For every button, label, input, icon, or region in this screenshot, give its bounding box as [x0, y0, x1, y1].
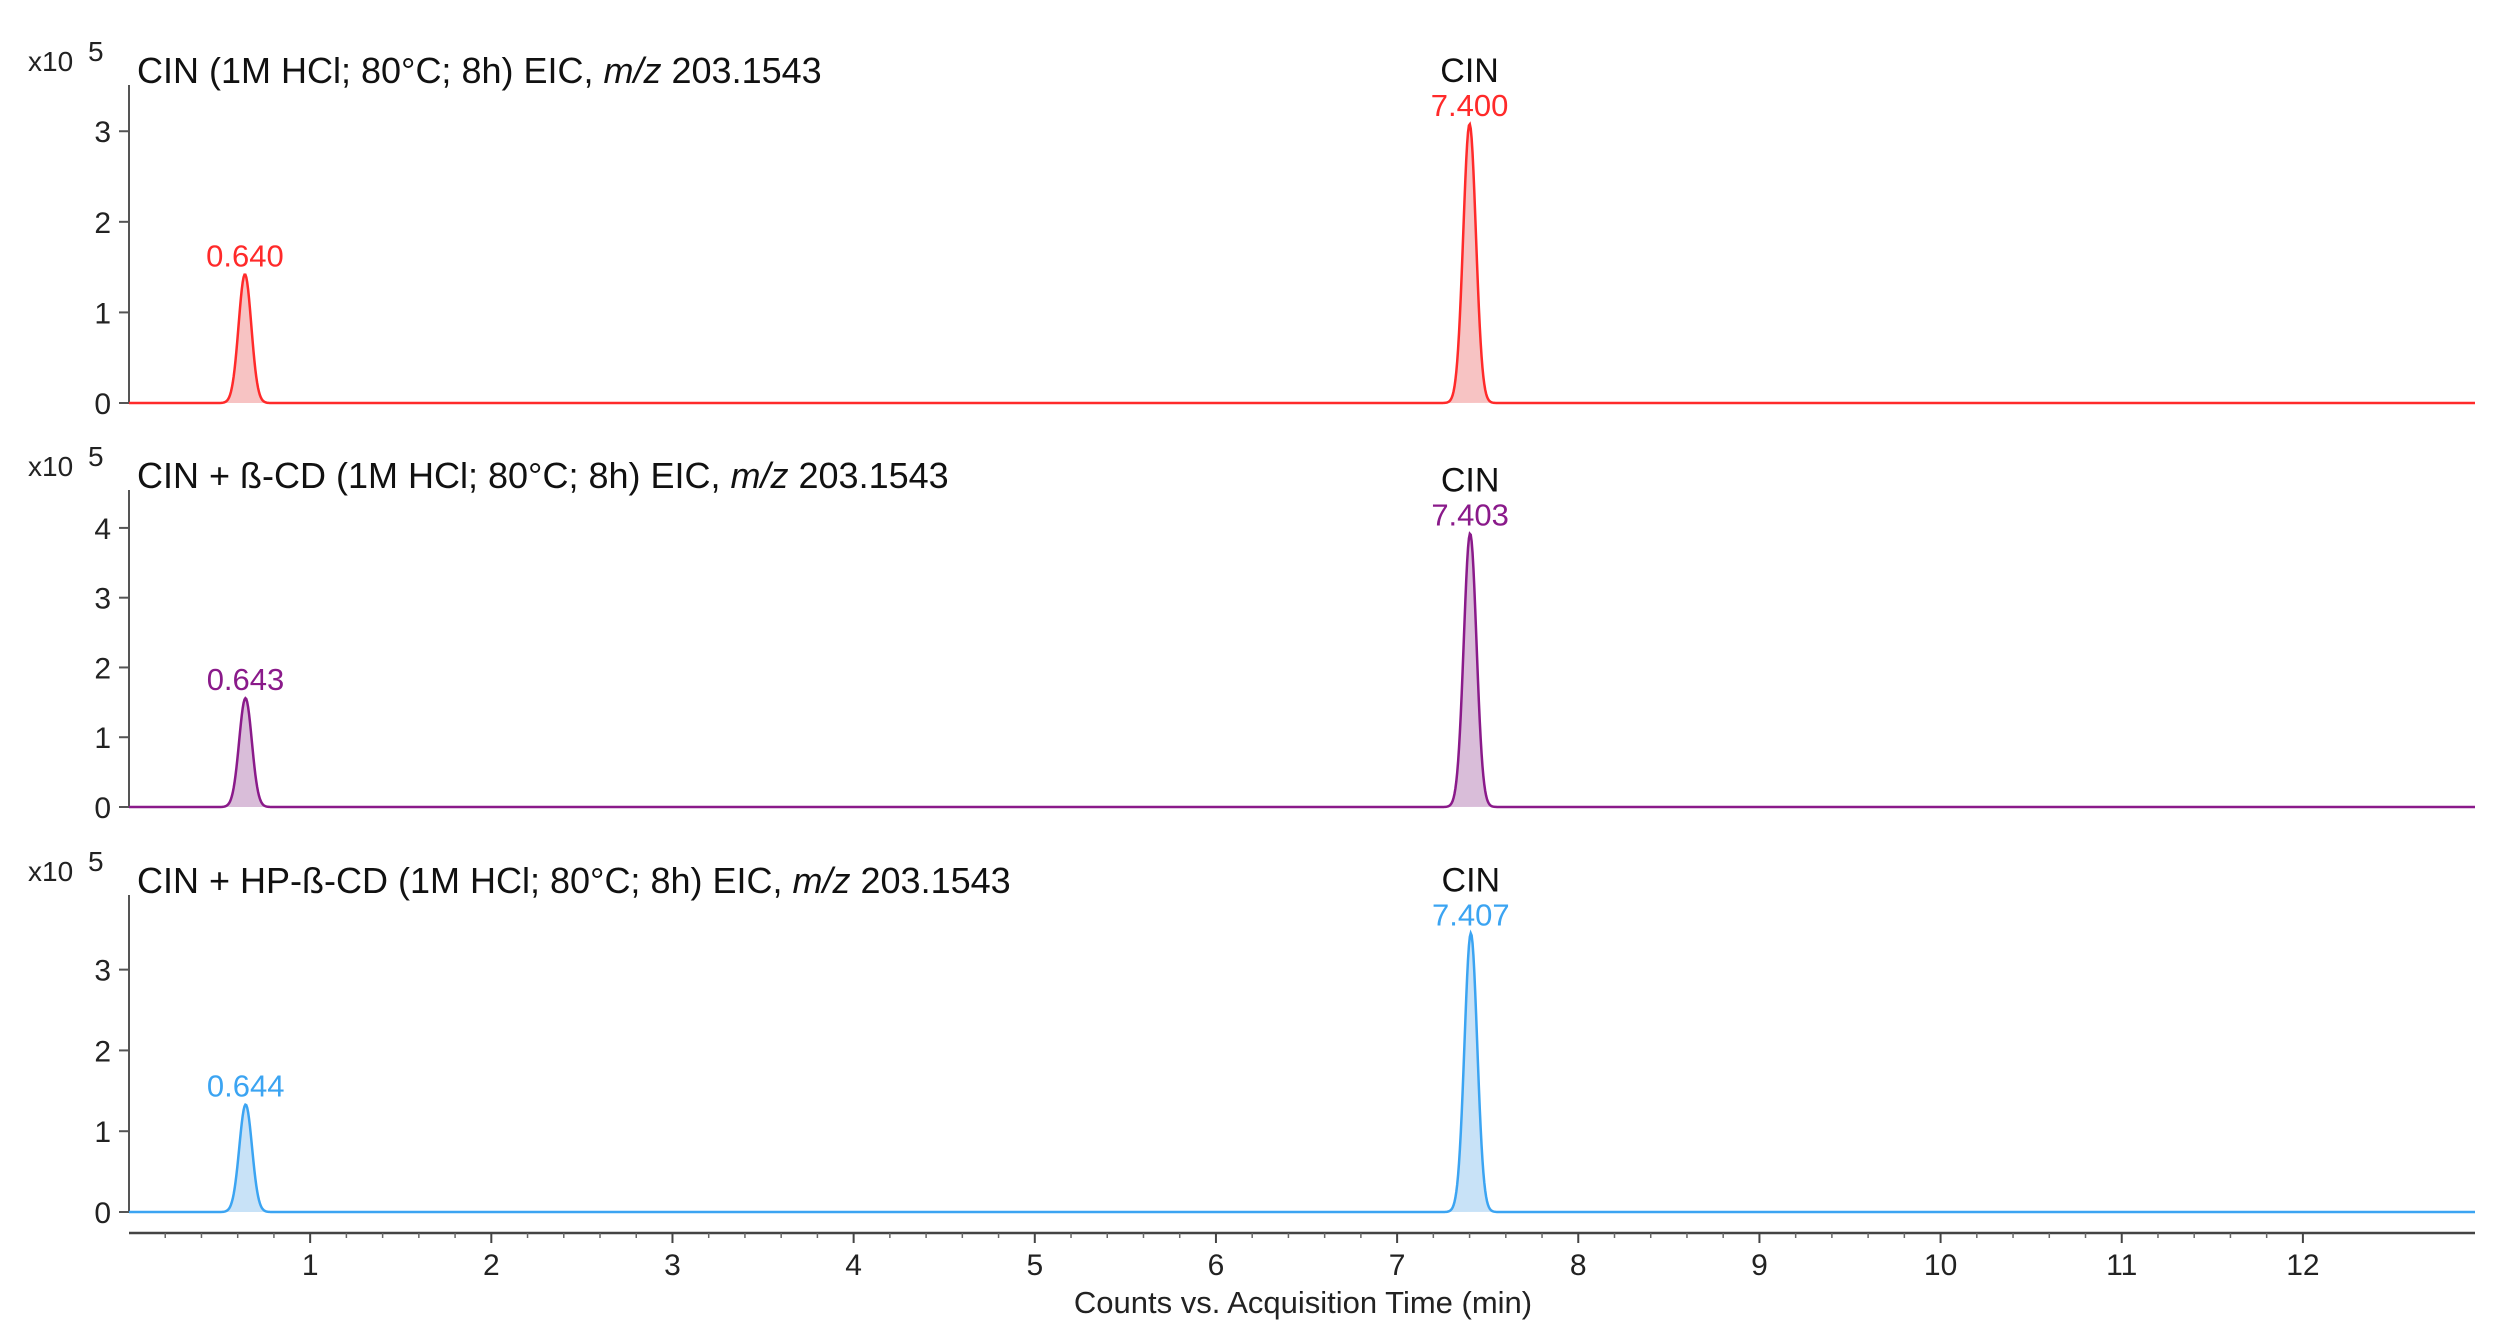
y-tick-label: 2	[94, 207, 111, 240]
chromatogram-trace	[129, 121, 2475, 405]
y-scale-exponent: 5	[88, 36, 104, 67]
y-scale-exponent: 5	[88, 846, 104, 877]
y-scale-label: x10	[28, 856, 73, 887]
x-tick-label: 7	[1389, 1249, 1406, 1282]
y-tick-label: 1	[94, 297, 111, 330]
y-tick-label: 1	[94, 1116, 111, 1149]
peak-rt-label: 0.640	[206, 238, 284, 273]
y-tick-label: 2	[94, 1035, 111, 1068]
y-tick-label: 1	[94, 722, 111, 755]
chart-panel: x10 5 0 1 2 3 4 CIN + ß-CD (1M HCl; 80°C; 8h) E…	[28, 441, 2475, 825]
y-tick-label: 0	[94, 792, 111, 825]
chart-title: CIN (1M HCl; 80°C; 8h) EIC, m/z 203.1543	[137, 50, 822, 91]
peak-area	[1445, 933, 1497, 1212]
chromatogram-panels: x10 5 0 1 2 3 CIN (1M HCl; 80°C; 8h) EIC, m/z …	[28, 36, 2475, 1230]
peak-compound-label: CIN	[1442, 861, 1501, 899]
peak-rt-label: 0.643	[207, 662, 285, 697]
peak-compound-label: CIN	[1440, 52, 1499, 90]
peak-area	[1444, 533, 1496, 807]
peak-area	[219, 274, 271, 403]
x-tick-label: 2	[483, 1249, 500, 1282]
y-tick-label: 0	[94, 1197, 111, 1230]
x-axis-label: Counts vs. Acquisition Time (min)	[1074, 1285, 1532, 1320]
chart-title: CIN + HP-ß-CD (1M HCl; 80°C; 8h) EIC, m/…	[137, 860, 1011, 901]
peak-compound-label: CIN	[1441, 461, 1500, 499]
x-tick-label: 8	[1570, 1249, 1587, 1282]
x-tick-label: 1	[302, 1249, 319, 1282]
peak-rt-label: 7.403	[1431, 497, 1509, 532]
y-tick-label: 0	[94, 388, 111, 421]
peak-area	[220, 1104, 272, 1212]
chart-title: CIN + ß-CD (1M HCl; 80°C; 8h) EIC, m/z 2…	[137, 455, 949, 496]
peak-rt-label: 7.400	[1431, 88, 1509, 123]
peak-rt-label: 7.407	[1432, 897, 1510, 932]
x-tick-label: 3	[664, 1249, 681, 1282]
x-tick-label: 6	[1208, 1249, 1225, 1282]
x-tick-label: 12	[2286, 1249, 2319, 1282]
x-tick-label: 9	[1751, 1249, 1768, 1282]
y-tick-label: 3	[94, 583, 111, 616]
x-tick-label: 4	[845, 1249, 862, 1282]
peak-rt-label: 0.644	[207, 1069, 285, 1104]
x-tick-label: 5	[1026, 1249, 1043, 1282]
y-tick-label: 4	[94, 513, 111, 546]
y-scale-exponent: 5	[88, 441, 104, 472]
chromatogram-trace	[129, 929, 2475, 1214]
peak-area	[1444, 123, 1495, 404]
y-tick-label: 2	[94, 652, 111, 685]
chart-panel: x10 5 0 1 2 3 CIN + HP-ß-CD (1M HCl; 80°C; 8h)…	[28, 846, 2475, 1230]
peak-area	[220, 698, 271, 807]
y-scale-label: x10	[28, 451, 73, 482]
y-scale-label: x10	[28, 46, 73, 77]
y-tick-label: 3	[94, 955, 111, 988]
x-tick-label: 11	[2106, 1249, 2137, 1282]
y-tick-label: 3	[94, 116, 111, 149]
x-tick-label: 10	[1924, 1249, 1957, 1282]
chromatogram-trace	[129, 531, 2475, 809]
chart-panel: x10 5 0 1 2 3 CIN (1M HCl; 80°C; 8h) EIC, m/z …	[28, 36, 2475, 421]
